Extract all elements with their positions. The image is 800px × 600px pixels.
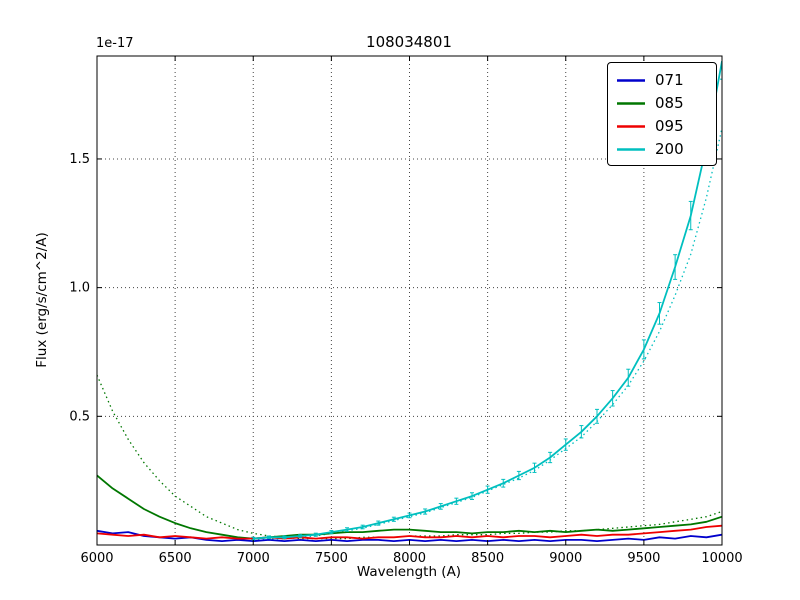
svg-text:6000: 6000	[80, 551, 113, 566]
legend-label: 071	[655, 71, 684, 89]
svg-text:9000: 9000	[549, 551, 582, 566]
y-axis-offset-label: 1e-17	[96, 36, 134, 51]
legend-item: 095	[616, 115, 708, 137]
svg-text:7500: 7500	[315, 551, 348, 566]
y-axis-label: Flux (erg/s/cm^2/A)	[34, 232, 50, 367]
legend-line-icon	[617, 147, 645, 151]
legend-label: 085	[655, 94, 684, 112]
svg-text:9500: 9500	[627, 551, 660, 566]
legend-line-icon	[617, 124, 645, 128]
svg-text:8000: 8000	[393, 551, 426, 566]
svg-text:10000: 10000	[701, 551, 742, 566]
legend: 071 085 095 200	[607, 62, 717, 166]
tick-labels: 6000 6500 7000 7500 8000 8500 9000 9500 10000 0.5…	[69, 152, 742, 566]
legend-line-icon	[617, 78, 645, 82]
svg-text:6500: 6500	[159, 551, 192, 566]
tick-marks	[96, 56, 723, 545]
grid-lines	[96, 56, 723, 545]
svg-text:0.5: 0.5	[69, 409, 90, 424]
svg-text:7000: 7000	[237, 551, 270, 566]
legend-item: 085	[616, 92, 708, 114]
chart-title: 108034801	[366, 33, 452, 51]
legend-item: 200	[616, 138, 708, 160]
svg-text:8500: 8500	[471, 551, 504, 566]
data-series	[97, 56, 722, 542]
legend-line-icon	[617, 101, 645, 105]
svg-text:1.0: 1.0	[69, 281, 90, 296]
svg-text:1.5: 1.5	[69, 152, 90, 167]
legend-label: 095	[655, 117, 684, 135]
x-axis-label: Wavelength (A)	[357, 564, 461, 580]
legend-label: 200	[655, 140, 684, 158]
legend-item: 071	[616, 69, 708, 91]
